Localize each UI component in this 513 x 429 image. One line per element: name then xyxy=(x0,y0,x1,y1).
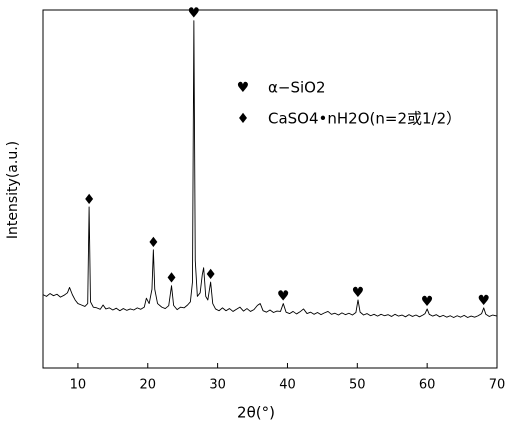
legend-symbol: ♦ xyxy=(237,111,250,127)
x-tick-label: 50 xyxy=(349,378,366,393)
x-axis-label: 2θ(°) xyxy=(237,404,275,422)
peak-marker: ♦ xyxy=(204,267,217,283)
x-tick-label: 30 xyxy=(209,378,226,393)
y-axis-label: Intensity(a.u.) xyxy=(5,141,21,239)
peak-marker: ♥ xyxy=(277,289,290,305)
peak-marker: ♥ xyxy=(352,285,365,301)
x-tick-label: 20 xyxy=(139,378,156,393)
peak-marker: ♦ xyxy=(147,235,160,251)
legend-label: CaSO4•nH2O(n=2或1/2） xyxy=(268,110,461,128)
peak-marker: ♥ xyxy=(477,293,490,309)
peak-marker: ♦ xyxy=(165,271,178,287)
peak-marker: ♥ xyxy=(421,294,434,310)
legend-symbol: ♥ xyxy=(237,80,250,96)
xrd-trace xyxy=(42,20,498,318)
plot-frame xyxy=(42,9,498,369)
x-tick-label: 40 xyxy=(279,378,296,393)
x-tick-label: 60 xyxy=(419,378,436,393)
peak-marker: ♥ xyxy=(188,6,201,22)
x-tick-label: 70 xyxy=(489,378,506,393)
legend-label: α−SiO2 xyxy=(268,79,326,97)
x-tick-label: 10 xyxy=(70,378,87,393)
peak-marker: ♦ xyxy=(83,192,96,208)
